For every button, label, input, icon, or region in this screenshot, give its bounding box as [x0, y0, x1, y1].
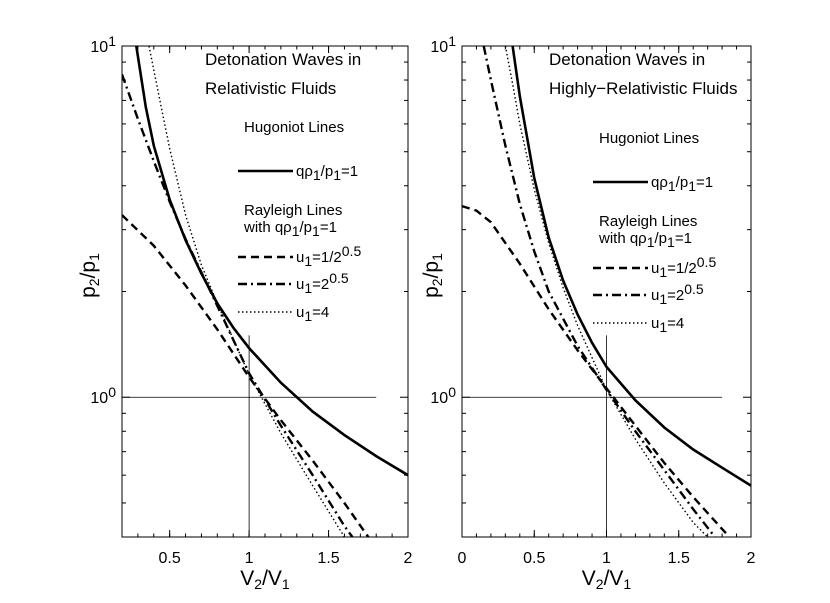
x-tick-label: 2	[404, 550, 413, 567]
x-axis-label: V2/V1	[240, 567, 290, 592]
y-tick-label: 100	[90, 384, 116, 407]
x-tick-label: 0.5	[159, 550, 181, 567]
x-tick-label: 1	[245, 550, 254, 567]
series-line-2	[462, 204, 731, 537]
legend-label-1: qρ1/p1=1	[651, 174, 713, 194]
legend-rayleigh-title: Rayleigh Lines	[244, 202, 342, 219]
series-line-3	[122, 73, 354, 537]
legend-label-2: u1=1/20.5	[651, 254, 716, 280]
y-tick-label: 101	[430, 33, 456, 56]
chart-title-line-2: Relativistic Fluids	[205, 79, 336, 98]
y-axis-label: p2/p1	[77, 253, 102, 298]
x-tick-label: 2	[747, 550, 756, 567]
legend-label-3: u1=20.5	[651, 281, 704, 307]
x-tick-label: 1	[602, 550, 611, 567]
legend-hugoniot-title: Hugoniot Lines	[244, 119, 344, 136]
legend-rayleigh-condition: with qρ1/p1=1	[243, 219, 337, 239]
series-line-4	[504, 46, 709, 537]
series-line-1	[511, 46, 751, 487]
chart-title-line-2: Highly−Relativistic Fluids	[549, 79, 737, 98]
chart-title-line-1: Detonation Waves in	[549, 50, 705, 69]
y-axis-label: p2/p1	[420, 253, 445, 298]
series-line-4	[148, 46, 345, 537]
x-tick-label: 1.5	[317, 550, 339, 567]
chart-panel-2: 0 0.5 1 1.5 2 100 101 V2/V1 p2/p1 Detonation Wave…	[420, 33, 756, 592]
x-tick-label: 0	[458, 550, 467, 567]
legend-label-2: u1=1/20.5	[296, 243, 361, 269]
y-tick-label: 100	[430, 384, 456, 407]
x-axis-label: V2/V1	[582, 567, 632, 592]
legend-hugoniot-title: Hugoniot Lines	[599, 130, 699, 147]
legend-label-1: qρ1/p1=1	[296, 163, 358, 183]
legend-label-3: u1=20.5	[296, 270, 349, 296]
x-tick-label: 0.5	[523, 550, 545, 567]
series-line-1	[135, 46, 408, 477]
chart-panel-1: 0.5 1 1.5 2 100 101 V2/V1 p2/p1 Detonation Waves…	[77, 33, 413, 592]
y-tick-label: 101	[90, 33, 116, 56]
legend-rayleigh-condition: with qρ1/p1=1	[598, 230, 692, 250]
legend-rayleigh-title: Rayleigh Lines	[599, 213, 697, 230]
legend-label-4: u1=4	[296, 304, 329, 324]
series-line-3	[482, 46, 716, 537]
legend-label-4: u1=4	[651, 315, 684, 335]
chart-title-line-1: Detonation Waves in	[205, 50, 361, 69]
x-tick-label: 1.5	[668, 550, 690, 567]
